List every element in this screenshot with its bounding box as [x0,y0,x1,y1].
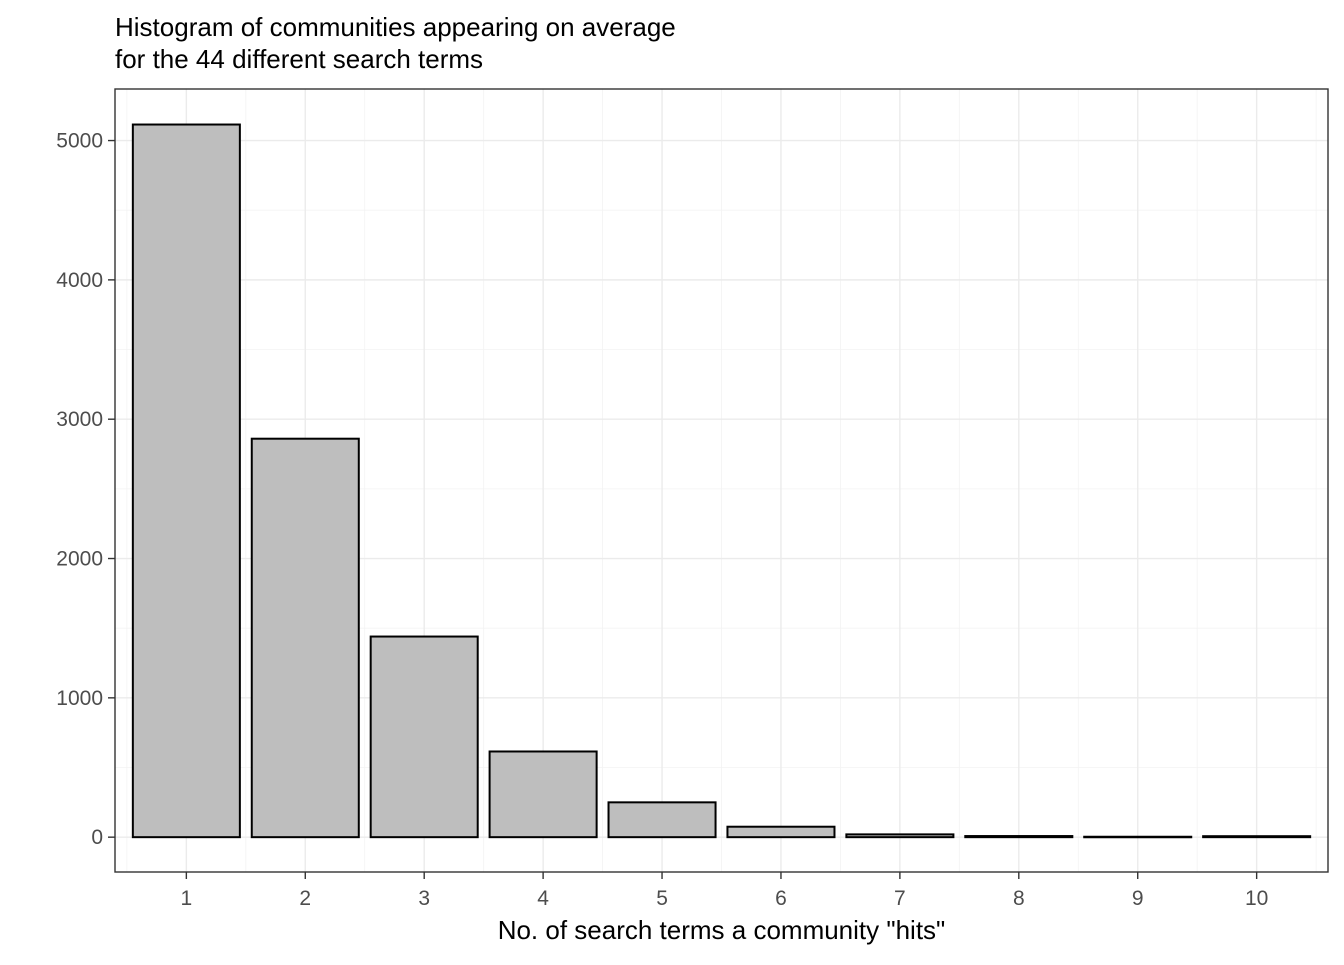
x-tick-label: 4 [537,887,549,910]
x-tick-label: 1 [181,887,193,910]
x-tick-label: 10 [1245,887,1268,910]
x-tick-label: 2 [299,887,311,910]
bar-5 [607,801,717,839]
chart-title: Histogram of communities appearing on av… [115,12,676,42]
bar-4 [488,750,598,839]
bar-7 [845,833,955,839]
bar-8 [964,835,1074,839]
y-tick-label: 1000 [56,687,103,710]
chart-subtitle: for the 44 different search terms [115,44,483,74]
x-axis-title: No. of search terms a community "hits" [498,915,946,945]
x-tick-label: 3 [418,887,430,910]
y-tick-label: 5000 [56,130,103,153]
x-tick-label: 8 [1013,887,1025,910]
bar-3 [369,635,479,839]
y-tick-label: 3000 [56,408,103,431]
bar-layer [131,123,1312,839]
y-tick-label: 2000 [56,548,103,571]
x-tick-label: 7 [894,887,906,910]
axis-layer: 0 1000 2000 3000 4000 5000 1 2 3 4 5 6 7 8 9 10 [56,130,1268,910]
x-tick-label: 6 [775,887,787,910]
x-tick-label: 9 [1132,887,1144,910]
x-tick-label: 5 [656,887,668,910]
y-tick-label: 0 [91,826,103,849]
bar-10 [1202,835,1312,839]
bar-2 [250,437,360,839]
bar-6 [726,825,836,839]
panel-border [114,88,1329,873]
bar-9 [1083,835,1193,839]
y-tick-label: 4000 [56,269,103,292]
bar-1 [131,123,241,839]
